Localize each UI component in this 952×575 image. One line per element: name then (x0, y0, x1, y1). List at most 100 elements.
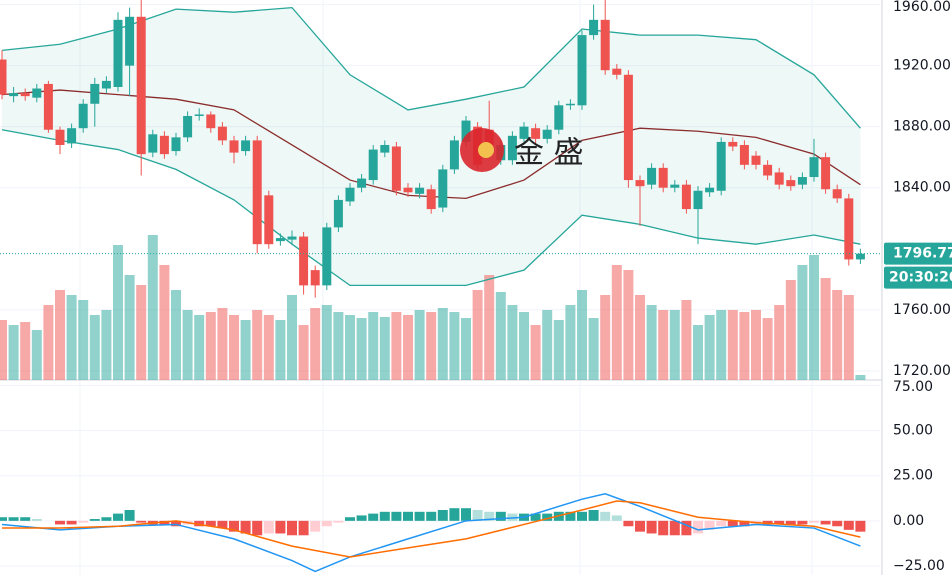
candle-body (844, 198, 854, 260)
candle-body (287, 236, 297, 240)
volume-bar (43, 305, 54, 380)
histogram-bar (565, 511, 576, 521)
candle-body (299, 236, 309, 286)
candle-body (670, 184, 680, 188)
volume-bar (66, 295, 77, 380)
volume-bar (89, 315, 100, 380)
candle-body (43, 83, 53, 130)
histogram-bar (310, 520, 321, 532)
volume-bar (356, 318, 367, 380)
volume-bar (437, 308, 448, 380)
watermark-logo-inner (478, 142, 494, 158)
volume-bar (855, 375, 866, 380)
volume-bar (669, 310, 680, 380)
histogram-bar (229, 520, 239, 532)
candle-body (519, 126, 529, 139)
histogram-bar (704, 520, 715, 530)
watermark-text: 金 盛 (514, 136, 584, 171)
candle-body (159, 135, 169, 155)
histogram-bar (611, 515, 622, 521)
candle-body (565, 103, 575, 106)
candle-body (78, 103, 88, 129)
candle-body (705, 187, 715, 193)
candle-body (252, 140, 262, 245)
volume-bar (20, 322, 31, 380)
histogram-bar (437, 510, 448, 521)
candle-body (774, 172, 784, 185)
volume-bar (611, 265, 622, 380)
volume-bar (843, 295, 854, 380)
histogram-bar (113, 513, 123, 521)
volume-bar (333, 312, 344, 380)
candle-body (658, 167, 668, 188)
histogram-bar (55, 520, 65, 525)
candle-body (322, 227, 332, 286)
histogram-bar (20, 517, 31, 521)
volume-bar (403, 315, 413, 380)
candle-body (426, 189, 436, 210)
histogram-bar (101, 517, 112, 521)
candle-body (183, 115, 193, 138)
candle-body (310, 270, 320, 286)
volume-bar (542, 310, 553, 380)
histogram-bar (855, 520, 866, 532)
volume-bar (426, 312, 437, 380)
candle-body (855, 253, 865, 260)
volume-bar (159, 265, 170, 380)
candle-body (739, 144, 749, 165)
volume-bar (588, 318, 599, 380)
band-lower (1, 129, 861, 287)
histogram-bar (368, 513, 379, 521)
volume-bar (681, 300, 692, 380)
candle-body (415, 187, 425, 194)
histogram-bar (8, 517, 19, 521)
candle-body (136, 16, 146, 155)
candle-body (55, 129, 65, 145)
histogram-bar (403, 511, 413, 521)
candle-body (9, 93, 19, 97)
y-tick-label: −25.00 (893, 558, 945, 574)
candle-body (391, 146, 401, 191)
volume-bar (693, 325, 703, 380)
histogram-bar (217, 520, 228, 529)
volume-bar (507, 305, 518, 380)
histogram-bar (124, 510, 135, 521)
candle-body (589, 19, 599, 36)
histogram-bar (635, 520, 645, 532)
macd-line (1, 492, 861, 573)
volume-bar (832, 290, 843, 380)
candle-body (368, 149, 378, 181)
candle-body (403, 187, 413, 193)
candle-body (333, 199, 343, 228)
volume-bar (635, 295, 645, 380)
candle-body (542, 129, 552, 139)
candle-body (90, 83, 100, 104)
volume-bar (449, 312, 460, 380)
histogram-bar (681, 520, 692, 536)
price-pane (0, 0, 866, 380)
histogram-bar (391, 511, 402, 521)
histogram-bar (287, 520, 297, 536)
histogram-bar (356, 515, 367, 521)
histogram-bar (600, 511, 611, 521)
countdown-label: 20:30:20 (889, 270, 952, 286)
candle-body (125, 16, 135, 66)
candle-body (507, 135, 517, 161)
volume-bar (345, 315, 355, 380)
y-tick-label: 25.00 (893, 468, 933, 484)
candle-body (693, 190, 703, 210)
y-tick-label: 1760.00 (893, 302, 951, 318)
histogram-bar (646, 520, 657, 534)
y-tick-label: 0.00 (893, 513, 924, 529)
band-middle (1, 89, 861, 200)
volume-bar (553, 320, 564, 380)
volume-bar (495, 292, 506, 380)
candle-body (275, 238, 285, 242)
candle-body (612, 68, 622, 75)
histogram-bar (66, 520, 77, 525)
y-tick-label: 1920.00 (893, 58, 951, 74)
volume-bar (565, 305, 576, 380)
candle-body (113, 19, 123, 87)
histogram-bar (797, 520, 808, 525)
candle-body (751, 155, 761, 165)
